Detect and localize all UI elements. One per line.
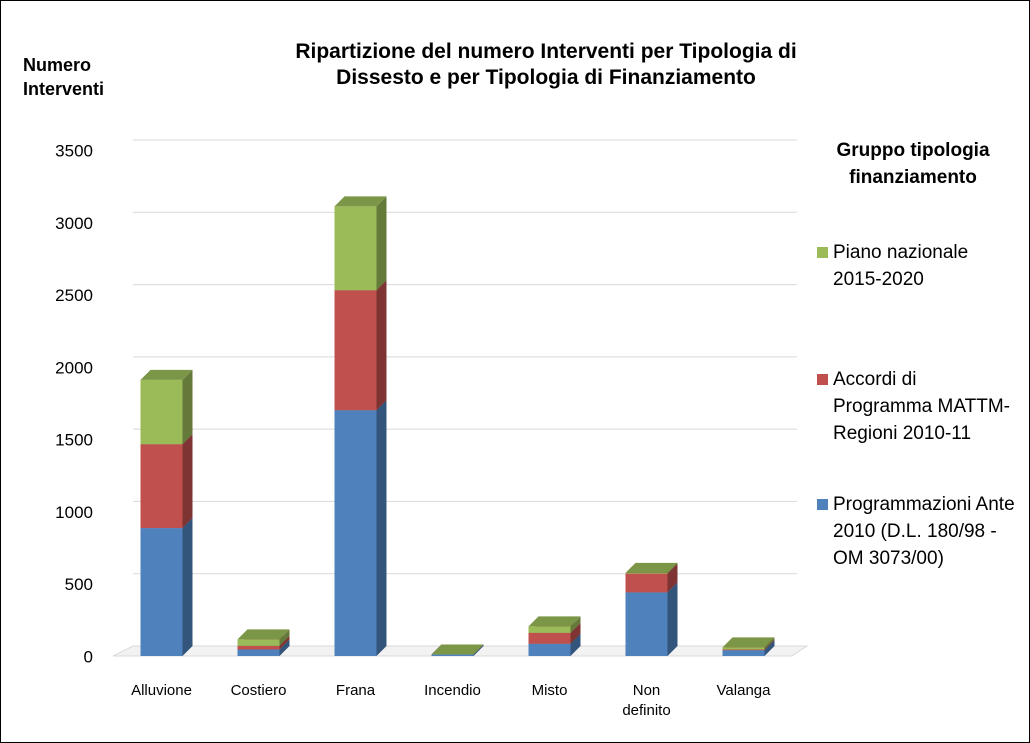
bar-side — [570, 622, 581, 644]
bar-side — [182, 518, 193, 656]
bar-side — [182, 434, 193, 529]
bar-side — [376, 196, 387, 291]
bar-top — [237, 629, 290, 640]
legend-title: Gruppo tipologia finanziamento — [836, 140, 990, 188]
bar-segment — [722, 650, 765, 656]
bar-top — [431, 644, 484, 655]
legend-label: Piano nazionale 2015-2020 — [833, 242, 969, 290]
bar-side — [667, 562, 678, 574]
bar-top — [334, 196, 387, 207]
bar-segment — [334, 290, 377, 411]
y-tick-label: 0 — [84, 647, 93, 666]
x-tick-label: Alluvione — [131, 682, 192, 699]
x-tick-label: Non definito — [622, 682, 671, 719]
bar-side — [667, 563, 678, 593]
bar-segment — [528, 632, 571, 644]
bar-side — [764, 640, 775, 656]
x-tick-label: Costiero — [230, 682, 287, 699]
bar-segment — [722, 649, 765, 651]
bar-side — [279, 639, 290, 656]
bar-segment — [237, 639, 280, 646]
bar-segment — [140, 379, 183, 445]
bar-segment — [334, 206, 377, 291]
y-tick-label: 1000 — [55, 503, 93, 522]
bar-top — [140, 369, 193, 380]
bar-side — [570, 616, 581, 633]
bar-side — [764, 639, 775, 651]
bar-side — [667, 582, 678, 656]
bar-side — [182, 369, 193, 445]
bar-side — [473, 644, 484, 656]
bar-side — [764, 637, 775, 650]
bar-side — [376, 400, 387, 656]
bar-top — [722, 637, 775, 648]
x-tick-label: Frana — [335, 682, 376, 699]
y-tick-label: 2000 — [55, 358, 93, 377]
bar-side — [279, 635, 290, 650]
legend-swatch — [817, 374, 828, 385]
bar-side — [376, 280, 387, 411]
bar-segment — [625, 592, 668, 656]
legend-label: Accordi di Programma MATTM-Regioni 2010-… — [833, 369, 1010, 444]
x-tick-label: Incendio — [424, 682, 481, 699]
bar-segment — [237, 649, 280, 656]
bar-segment — [625, 573, 668, 593]
chart-title: Ripartizione del numero Interventi per T… — [295, 40, 797, 89]
bar-segment — [625, 572, 668, 574]
legend-label: Programmazioni Ante 2010 (D.L. 180/98 -O… — [833, 494, 1015, 569]
legend-swatch — [817, 247, 828, 258]
bar-segment — [722, 647, 765, 650]
y-tick-label: 1500 — [55, 431, 93, 450]
bar-segment — [237, 645, 280, 650]
bar-side — [570, 633, 581, 656]
bar-segment — [140, 528, 183, 656]
legend-swatch — [817, 499, 828, 510]
y-tick-label: 3000 — [55, 214, 93, 233]
bar-top — [528, 616, 581, 627]
bar-segment — [334, 410, 377, 656]
y-tick-label: 2500 — [55, 286, 93, 305]
bar-segment — [140, 444, 183, 529]
y-tick-label: 3500 — [55, 141, 93, 160]
y-axis-label: Numero Interventi — [23, 55, 105, 99]
bar-top — [625, 562, 678, 573]
x-tick-label: Misto — [531, 682, 568, 699]
bar-segment — [431, 654, 474, 656]
bar-side — [279, 629, 290, 646]
y-tick-label: 500 — [65, 575, 93, 594]
bar-segment — [528, 643, 571, 656]
bar-segment — [528, 626, 571, 633]
x-tick-label: Valanga — [716, 682, 771, 699]
